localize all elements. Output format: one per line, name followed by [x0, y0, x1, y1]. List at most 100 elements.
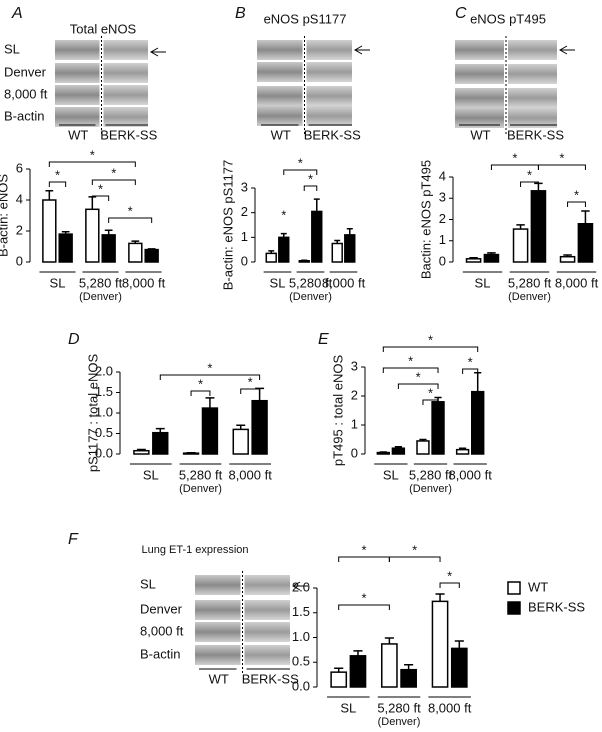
bar [530, 190, 547, 263]
bar [330, 671, 348, 688]
y-tick-label: 1 [439, 232, 446, 247]
significance-bracket [283, 169, 318, 175]
blot-band [306, 86, 352, 106]
blot-row-label: Denver [140, 601, 183, 616]
error-bar [346, 227, 353, 235]
significance-star: * [412, 542, 417, 557]
y-tick-label: 2 [439, 211, 446, 226]
blot-band [257, 106, 303, 126]
blot-band [244, 645, 290, 665]
bar [58, 233, 73, 263]
blot-band [103, 40, 148, 60]
bar [455, 448, 470, 455]
group-label: BERK-SS [100, 127, 157, 142]
significance-star: * [128, 203, 133, 218]
significance-star: * [559, 150, 564, 165]
blot-row-label: B-actin [140, 646, 180, 661]
y-tick-label: 0.5 [292, 654, 310, 669]
significance-bracket [190, 390, 211, 396]
blot-band [195, 575, 241, 595]
group-label: WT [209, 671, 229, 686]
blot-band [508, 88, 557, 108]
blot-row-label: 8,000 ft [140, 623, 184, 638]
x-sublabel: (Denver) [79, 291, 122, 303]
x-tick-label: 8,000 ft [228, 467, 272, 482]
significance-star: * [308, 171, 313, 186]
y-tick-label: 3 [351, 358, 358, 373]
arrow [558, 45, 575, 55]
y-tick-label: 0 [16, 253, 23, 268]
blot-title: Lung ET-1 expression [141, 544, 248, 556]
bar [577, 223, 594, 263]
blot-band [103, 63, 148, 83]
significance-star: * [198, 376, 203, 391]
bar [391, 447, 406, 455]
significance-star: * [55, 167, 60, 182]
blot-band [55, 85, 100, 105]
significance-star: * [207, 360, 212, 375]
y-tick-label: 6 [16, 160, 23, 175]
bar [376, 451, 390, 455]
legend-label: BERK-SS [528, 599, 585, 614]
bar [349, 655, 367, 688]
y-axis-label: B-actin: eNOS [0, 174, 10, 257]
significance-star: * [111, 165, 116, 180]
error-bar [454, 640, 464, 649]
blot-band [455, 108, 504, 128]
bar [85, 208, 100, 263]
y-tick-label: 2 [16, 222, 23, 237]
significance-bracket [462, 368, 479, 374]
y-tick-label: 3 [241, 179, 248, 194]
blot-band [244, 575, 290, 595]
bar [471, 390, 485, 455]
blot-band [195, 645, 241, 665]
x-tick-label: 5,280 ft [79, 275, 123, 290]
significance-star: * [428, 385, 433, 400]
x-tick-label: 8,000 ft [122, 275, 166, 290]
x-sublabel: (Denver) [378, 716, 421, 728]
bar [381, 643, 398, 688]
significance-bracket [159, 374, 261, 380]
significance-star: * [574, 187, 579, 202]
legend-label: WT [528, 579, 548, 594]
x-tick-label: 8,000 ft [322, 275, 366, 290]
x-tick-label: 8,000 ft [448, 467, 492, 482]
y-tick-label: 1.0 [95, 404, 113, 419]
significance-bracket [422, 399, 439, 405]
y-tick-label: 2.0 [95, 363, 113, 378]
bar [42, 199, 57, 263]
significance-bracket [48, 161, 136, 167]
bar [450, 647, 468, 688]
panel-letter: F [68, 531, 79, 548]
y-tick-label: 1 [241, 229, 248, 244]
blot-band [508, 40, 557, 60]
x-tick-label: 5,280 ft [289, 275, 333, 290]
blot-band [455, 40, 504, 60]
significance-bracket [108, 217, 153, 223]
y-tick-label: 2.0 [292, 579, 310, 594]
x-tick-label: SL [143, 467, 159, 482]
error-bar [581, 210, 590, 224]
blot-band [257, 86, 303, 106]
x-tick-label: 5,280 ft [409, 467, 453, 482]
significance-bracket [91, 179, 136, 185]
blot-row-label: SL [140, 576, 156, 591]
blot-row-label: 8,000 ft [4, 86, 48, 101]
x-tick-label: 5,280 ft [508, 275, 552, 290]
bar [201, 407, 219, 455]
x-tick-label: 5,280 ft [377, 700, 421, 715]
y-axis-label: pS1177 : total eNOS [85, 354, 100, 473]
significance-bracket [397, 383, 439, 389]
significance-star: * [527, 167, 532, 182]
blot-band [195, 600, 241, 620]
arrow [291, 581, 308, 591]
significance-bracket [388, 556, 441, 562]
group-label: WT [68, 127, 88, 142]
bar [101, 234, 116, 263]
bar [431, 401, 445, 455]
error-bar [474, 372, 482, 392]
x-tick-label: SL [383, 467, 399, 482]
significance-bracket [439, 582, 460, 588]
group-label: BERK-SS [242, 671, 299, 686]
